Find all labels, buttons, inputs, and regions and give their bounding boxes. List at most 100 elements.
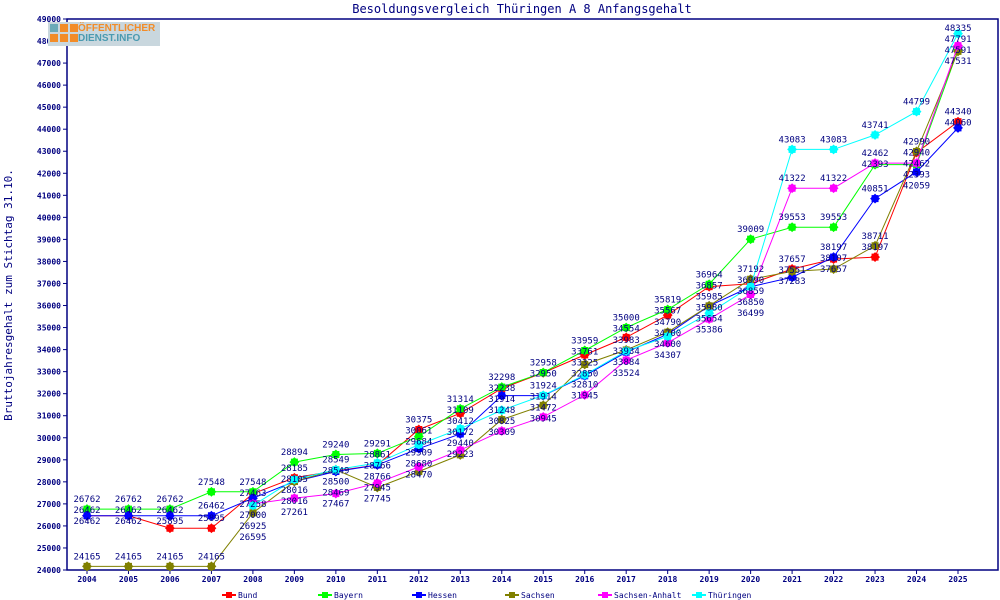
data-label: 28470 (405, 470, 432, 480)
data-point-marker (705, 309, 713, 317)
x-tick-label: 2021 (782, 575, 801, 584)
data-label: 30172 (447, 428, 474, 438)
data-label: 33761 (571, 348, 598, 358)
data-label: 42940 (903, 148, 930, 158)
data-point-marker (871, 253, 879, 261)
data-label: 31109 (447, 406, 474, 416)
data-label: 33934 (613, 347, 640, 357)
data-label: 28680 (405, 459, 432, 469)
data-label: 27745 (364, 494, 391, 504)
data-label: 37283 (779, 277, 806, 287)
data-label: 30309 (488, 428, 515, 438)
y-tick-label: 31000 (37, 412, 61, 421)
data-label: 31945 (571, 392, 598, 402)
y-tick-label: 47000 (37, 59, 61, 68)
data-point-marker (581, 391, 589, 399)
y-tick-label: 30000 (37, 434, 61, 443)
y-tick-label: 32000 (37, 390, 61, 399)
y-tick-label: 38000 (37, 257, 61, 266)
data-label: 34307 (654, 351, 681, 361)
y-tick-label: 28000 (37, 478, 61, 487)
data-label: 39009 (737, 225, 764, 235)
data-label: 38197 (820, 243, 847, 253)
data-label: 41322 (779, 174, 806, 184)
data-label: 35000 (613, 314, 640, 324)
x-tick-label: 2005 (119, 575, 138, 584)
x-tick-label: 2011 (368, 575, 387, 584)
data-label: 30375 (405, 415, 432, 425)
series-thüringen (247, 28, 963, 511)
x-tick-label: 2025 (948, 575, 967, 584)
data-point-marker (373, 449, 381, 457)
data-point-marker (913, 159, 921, 167)
legend-label: Hessen (428, 591, 457, 600)
data-point-marker (581, 371, 589, 379)
data-label: 28861 (364, 450, 391, 460)
data-label: 26462 (115, 506, 142, 516)
data-point-marker (871, 131, 879, 139)
data-label: 36857 (696, 281, 723, 291)
legend-item: Bayern (318, 591, 363, 600)
data-point-marker (332, 451, 340, 459)
data-label: 43741 (862, 121, 889, 131)
data-point-marker (498, 383, 506, 391)
data-point-marker (705, 302, 713, 310)
data-point-marker (830, 145, 838, 153)
data-point-marker (166, 524, 174, 532)
data-label: 42393 (862, 160, 889, 170)
data-label: 32238 (488, 384, 515, 394)
data-label: 37657 (779, 255, 806, 265)
data-label: 37551 (779, 266, 806, 276)
data-label: 26595 (239, 533, 266, 543)
data-label: 36990 (737, 276, 764, 286)
logo-line1: ÖFFENTLICHER (78, 23, 156, 34)
data-point-marker (705, 315, 713, 323)
data-point-marker (913, 168, 921, 176)
y-tick-label: 43000 (37, 147, 61, 156)
data-point-marker (415, 441, 423, 449)
data-label: 30825 (488, 417, 515, 427)
data-label: 27258 (239, 500, 266, 510)
data-label: 47791 (944, 35, 971, 45)
data-point-marker (871, 242, 879, 250)
data-point-marker (207, 562, 215, 570)
logo: ÖFFENTLICHER DIENST.INFO (48, 22, 160, 46)
data-label: 33959 (571, 337, 598, 347)
data-point-marker (498, 416, 506, 424)
data-label: 28549 (322, 456, 349, 466)
data-point-marker (373, 459, 381, 467)
y-tick-label: 24000 (37, 566, 61, 575)
data-point-marker (830, 253, 838, 261)
data-label: 28105 (281, 475, 308, 485)
data-label: 42059 (903, 181, 930, 191)
data-label: 35386 (696, 325, 723, 335)
data-label: 30061 (405, 426, 432, 436)
y-tick-label: 37000 (37, 279, 61, 288)
legend-label: Bayern (334, 591, 363, 600)
data-label: 38197 (862, 243, 889, 253)
x-tick-label: 2023 (865, 575, 884, 584)
data-point-marker (539, 401, 547, 409)
y-tick-label: 27000 (37, 500, 61, 509)
data-label: 42393 (903, 170, 930, 180)
data-label: 34790 (654, 318, 681, 328)
data-label: 47591 (944, 46, 971, 56)
x-tick-label: 2018 (658, 575, 677, 584)
data-point-marker (622, 347, 630, 355)
data-point-marker (747, 235, 755, 243)
data-point-marker (290, 494, 298, 502)
data-label: 29291 (364, 439, 391, 449)
legend-item: Bund (222, 591, 257, 600)
x-tick-label: 2012 (409, 575, 428, 584)
data-label: 33325 (571, 359, 598, 369)
data-label: 28469 (322, 489, 349, 499)
y-tick-label: 44000 (37, 125, 61, 134)
x-tick-label: 2008 (243, 575, 262, 584)
data-point-marker (664, 306, 672, 314)
data-point-marker (498, 392, 506, 400)
data-label: 27548 (198, 478, 225, 488)
data-point-marker (871, 159, 879, 167)
data-point-marker (166, 562, 174, 570)
y-tick-label: 40000 (37, 213, 61, 222)
data-label: 31314 (447, 395, 474, 405)
